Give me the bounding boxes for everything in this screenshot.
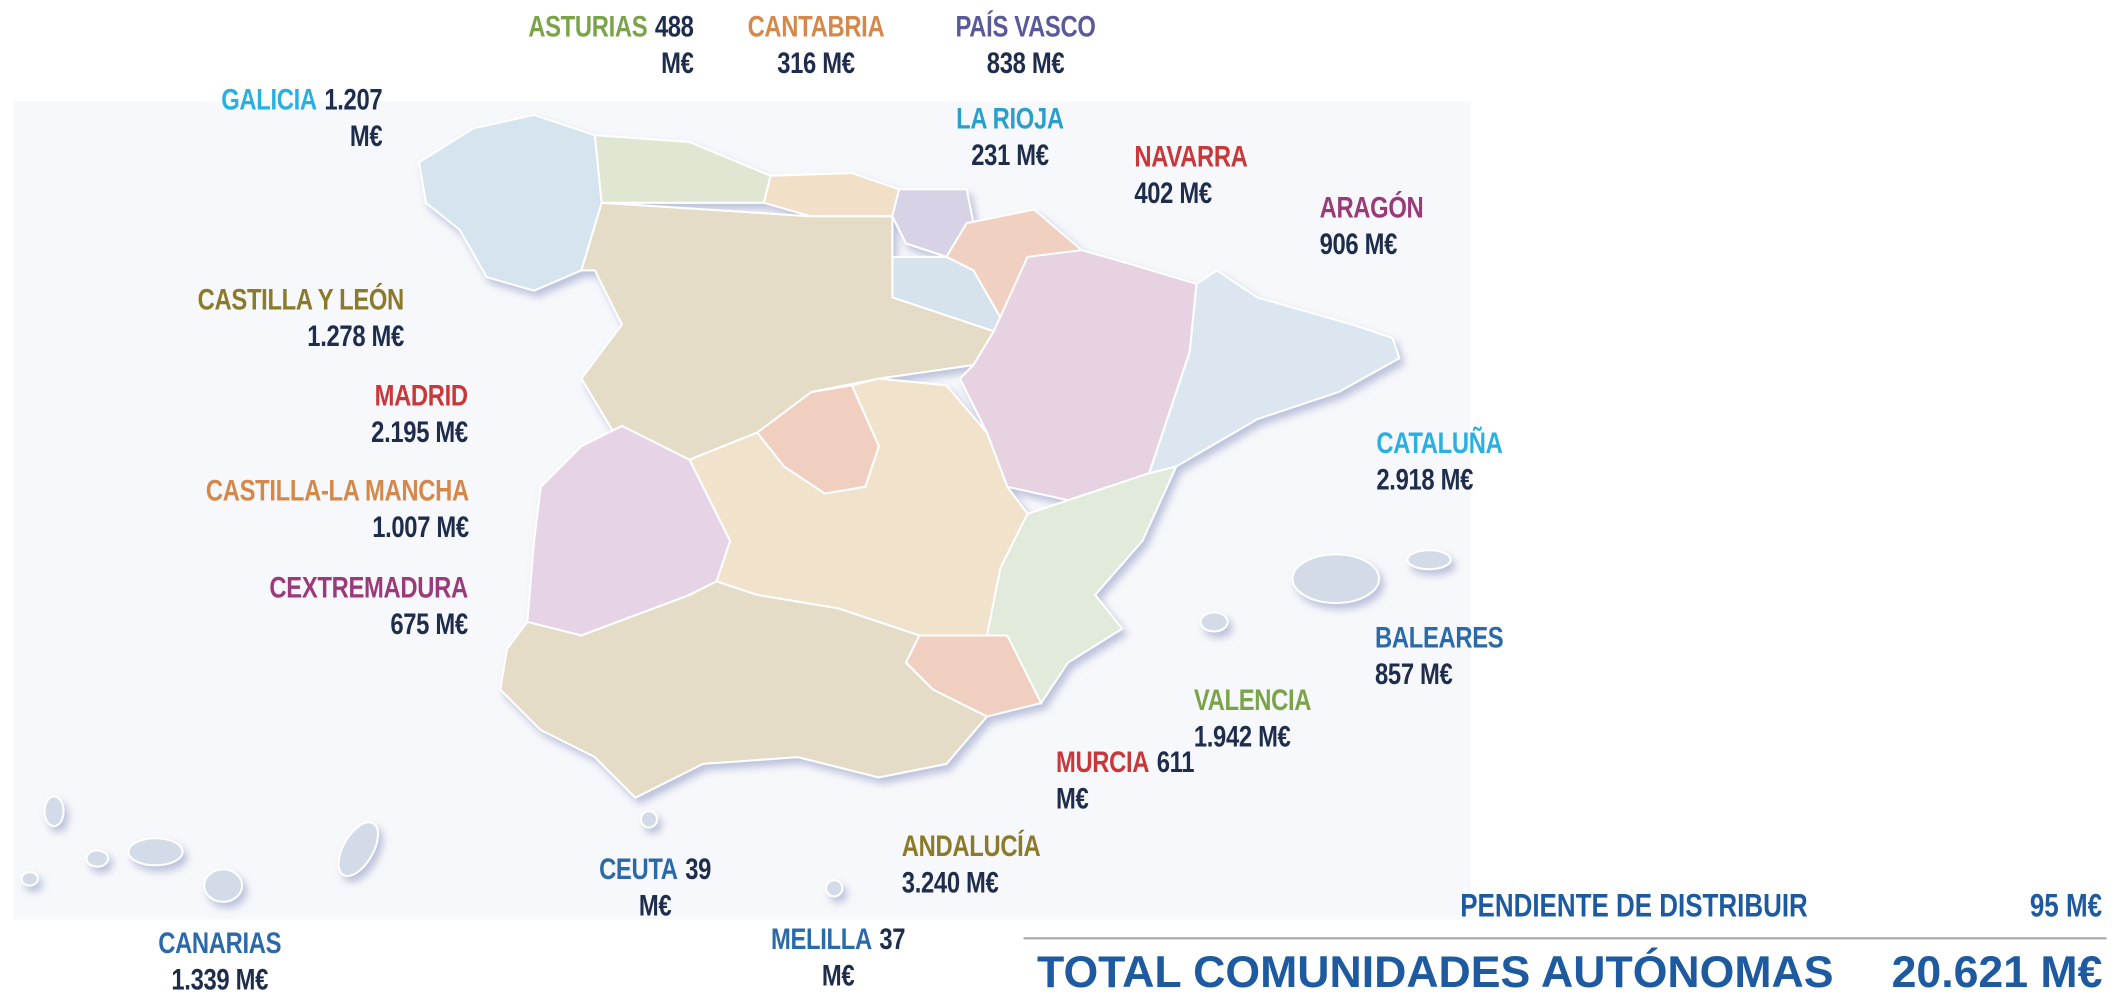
ibiza-shape [1199,611,1229,633]
total-label: TOTAL COMUNIDADES AUTÓNOMAS [1037,946,1834,997]
region-name: CATALUÑA [1376,425,1503,460]
region-label: BALEARES 857 M€ [1375,619,1551,692]
region-label: PAÍS VASCO 838 M€ [930,8,1119,81]
region-name: ANDALUCÍA [901,828,1041,863]
region-label: ARAGÓN 906 M€ [1320,189,1482,262]
region-amount: 1.207 M€ [324,82,383,153]
region-name: GALICIA [221,82,318,117]
region-amount: 39 M€ [638,851,711,923]
region-amount: 1.942 M€ [1193,719,1291,754]
region-amount: 37 M€ [821,922,905,993]
region-name: BALEARES [1375,620,1504,655]
region-amount: 857 M€ [1375,657,1453,691]
region-label: ASTURIAS 488 M€ [504,8,694,81]
region-label: CEXTREMADURA 675 M€ [170,569,468,642]
region-label: ANDALUCÍA 3.240 M€ [902,827,1105,900]
region-name: CANARIAS [157,926,281,960]
region-name: LA RIOJA [956,101,1064,136]
region-name: NAVARRA [1134,139,1248,174]
region-label: NAVARRA 402 M€ [1134,138,1296,211]
region-label: CEUTA 39 M€ [587,850,722,923]
region-name: MELILLA [770,922,872,956]
region-name: VALENCIA [1193,682,1312,717]
melilla-shape [825,879,844,898]
region-name: MURCIA [1055,744,1150,779]
region-amount: 2.195 M€ [371,415,468,449]
region-label: CANARIAS 1.339 M€ [124,925,313,998]
total-amount: 20.621 M€ [1891,946,2103,997]
region-name: CASTILLA-LA MANCHA [206,473,470,508]
region-label: MURCIA 611 M€ [1056,744,1225,817]
region-amount: 3.240 M€ [901,865,999,900]
region-name: MADRID [374,378,469,413]
region-amount: 488 M€ [654,9,694,80]
region-amount: 2.918 M€ [1376,462,1473,497]
canarias-shape [20,871,39,887]
region-amount: 231 M€ [971,137,1049,172]
canarias-shape [127,837,184,867]
menorca-shape [1406,549,1452,571]
canarias-shape [43,795,65,828]
region-amount: 316 M€ [776,45,855,80]
region-name: ARAGÓN [1319,190,1424,225]
region-label: CASTILLA-LA MANCHA 1.007 M€ [108,472,469,545]
region-name: CEUTA [598,851,677,886]
region-name: PAÍS VASCO [954,9,1095,44]
region-amount: 1.278 M€ [307,319,405,353]
regions [20,113,1452,903]
region-name: CASTILLA Y LEÓN [198,282,405,317]
region-label: GALICIA 1.207 M€ [189,81,383,154]
region-label: CATALUÑA 2.918 M€ [1376,425,1552,498]
region-amount: 1.007 M€ [372,509,470,544]
region-label: CASTILLA Y LEÓN 1.278 M€ [108,281,405,354]
region-name: CEXTREMADURA [269,570,468,605]
region-name: CANTABRIA [746,9,884,44]
andalucia-shape [499,580,989,799]
canarias-shape [85,849,110,868]
region-amount: 1.339 M€ [170,962,268,997]
mallorca-shape [1291,553,1381,605]
cataluna-shape [1147,269,1401,475]
region-label: LA RIOJA 231 M€ [929,100,1091,173]
region-amount: 838 M€ [986,45,1064,80]
ceuta-shape [639,810,659,829]
region-label: MADRID 2.195 M€ [197,377,469,450]
region-name: ASTURIAS [528,9,648,44]
region-label: VALENCIA 1.942 M€ [1194,681,1370,754]
canarias-shape [203,868,244,903]
canarias-shape [337,821,379,877]
region-label: MELILLA 37 M€ [760,921,915,994]
region-amount: 675 M€ [390,607,468,641]
region-amount: 611 M€ [1055,744,1195,816]
madrid-shape [755,384,880,495]
region-amount: 906 M€ [1319,227,1398,261]
pending-amount: 95 M€ [2030,888,2103,925]
pending-label: PENDIENTE DE DISTRIBUIR [1460,888,1808,925]
valencia-shape [985,464,1179,706]
region-amount: 402 M€ [1134,175,1212,210]
region-label: CANTABRIA 316 M€ [721,8,910,81]
